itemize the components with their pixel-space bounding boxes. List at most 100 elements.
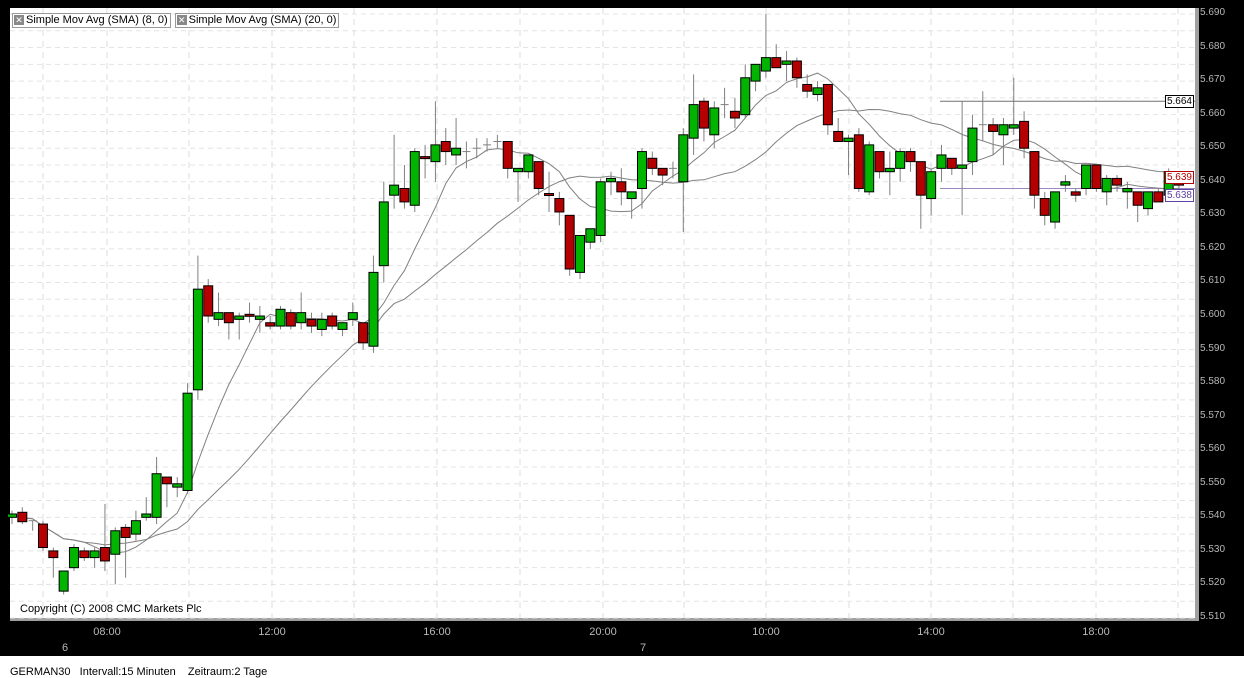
candle-down xyxy=(120,526,131,538)
candle-up xyxy=(926,171,937,200)
candle-up xyxy=(1008,124,1019,129)
candlestick-chart xyxy=(7,8,1199,621)
close-icon[interactable]: ✕ xyxy=(14,15,24,25)
y-tick-label: 5.690 xyxy=(1200,7,1226,18)
candle-down xyxy=(1029,151,1040,196)
candle-down xyxy=(161,476,172,485)
candle-down xyxy=(853,134,864,189)
candle-down xyxy=(988,124,999,132)
candle-down xyxy=(1070,191,1081,196)
candle-up xyxy=(957,164,968,169)
y-tick-label: 5.600 xyxy=(1200,309,1226,320)
copyright-text: Copyright (C) 2008 CMC Markets Plc xyxy=(20,603,202,615)
candle-up xyxy=(389,184,400,196)
candle-up xyxy=(1101,177,1112,193)
x-tick-label: 18:00 xyxy=(1082,626,1110,638)
candle-up xyxy=(760,57,771,72)
candle-up xyxy=(151,473,162,518)
candle-up xyxy=(130,520,141,535)
close-icon[interactable]: ✕ xyxy=(176,15,187,25)
candle-down xyxy=(1112,177,1123,186)
axis-border xyxy=(10,618,1199,621)
x-tick-label: 14:00 xyxy=(917,626,945,638)
y-tick-label: 5.670 xyxy=(1200,74,1226,86)
x-tick-label: 16:00 xyxy=(423,626,451,638)
candle-up xyxy=(192,288,203,391)
candle-down xyxy=(285,312,296,327)
sma-20-line xyxy=(11,108,1180,546)
candle-down xyxy=(420,156,431,160)
candle-up xyxy=(58,570,69,592)
candle-down xyxy=(502,141,513,169)
candle-down xyxy=(358,322,369,344)
candle-down xyxy=(915,161,926,196)
candle-up xyxy=(451,147,462,156)
candle-down xyxy=(244,313,255,317)
candle-down xyxy=(265,322,276,327)
y-tick-label: 5.590 xyxy=(1200,342,1226,354)
legend-label: Simple Mov Avg (SMA) (20, 0) xyxy=(188,14,337,26)
candle-up xyxy=(347,312,358,320)
candle-up xyxy=(936,154,947,169)
y-tick-label: 5.540 xyxy=(1200,510,1226,522)
y-tick-label: 5.580 xyxy=(1200,376,1226,388)
candle-up xyxy=(998,124,1009,136)
x-tick-label: 08:00 xyxy=(93,626,121,638)
candle-down xyxy=(946,157,957,169)
candle-down xyxy=(698,100,709,129)
candle-down xyxy=(1091,164,1102,189)
candle-down xyxy=(223,312,234,324)
axis-border xyxy=(1195,8,1199,620)
y-tick-label: 5.550 xyxy=(1200,476,1226,488)
candle-up xyxy=(296,312,307,324)
candle-up xyxy=(750,63,761,82)
candle-down xyxy=(791,60,802,79)
candle-up xyxy=(740,77,751,116)
candle-up xyxy=(275,308,286,327)
candle-up xyxy=(182,392,193,491)
candle-up xyxy=(585,228,596,243)
day-label: 6 xyxy=(62,642,69,654)
reference-price-label: 5.638 xyxy=(1164,189,1194,203)
candle-down xyxy=(1132,191,1143,206)
candle-up xyxy=(7,513,17,518)
candle-up xyxy=(1081,164,1092,189)
candle-up xyxy=(678,134,689,183)
candle-up xyxy=(513,167,524,173)
x-tick-label: 10:00 xyxy=(752,626,780,638)
day-label: 7 xyxy=(640,642,647,654)
candle-down xyxy=(544,193,555,197)
candle-up xyxy=(430,144,441,163)
candle-down xyxy=(616,181,627,193)
candle-down xyxy=(647,157,658,169)
legend-label: Simple Mov Avg (SMA) (8, 0) xyxy=(26,14,168,26)
candle-up xyxy=(172,483,183,488)
x-tick-label: 12:00 xyxy=(258,626,286,638)
y-tick-label: 5.560 xyxy=(1200,443,1226,455)
candle-up xyxy=(781,60,792,65)
candle-down xyxy=(37,523,48,549)
candle-down xyxy=(1039,198,1050,216)
y-tick-label: 5.610 xyxy=(1200,275,1226,287)
candle-down xyxy=(1153,191,1164,203)
candle-down xyxy=(203,285,214,317)
legend-sma-20[interactable]: ✕ Simple Mov Avg (SMA) (20, 0) xyxy=(174,13,340,28)
legend: ✕ Simple Mov Avg (SMA) (8, 0) ✕ Simple M… xyxy=(12,13,340,28)
candle-up xyxy=(1122,187,1133,193)
candle-down xyxy=(327,315,338,327)
candle-up xyxy=(213,312,224,320)
candle-down xyxy=(874,151,885,173)
legend-sma-8[interactable]: ✕ Simple Mov Avg (SMA) (8, 0) xyxy=(12,13,171,28)
status-bar: GERMAN30 Intervall:15 Minuten Zeitraum:2… xyxy=(10,666,268,678)
y-tick-label: 5.510 xyxy=(1200,611,1226,622)
candle-down xyxy=(771,57,782,69)
y-tick-label: 5.620 xyxy=(1200,241,1226,253)
candle-down xyxy=(833,130,844,143)
candle-down xyxy=(905,151,916,163)
candle-up xyxy=(1060,181,1071,186)
candle-up xyxy=(636,151,647,189)
candle-up xyxy=(1143,191,1154,210)
candle-down xyxy=(17,511,28,523)
y-tick-label: 5.680 xyxy=(1200,40,1226,52)
y-tick-label: 5.650 xyxy=(1200,141,1226,153)
